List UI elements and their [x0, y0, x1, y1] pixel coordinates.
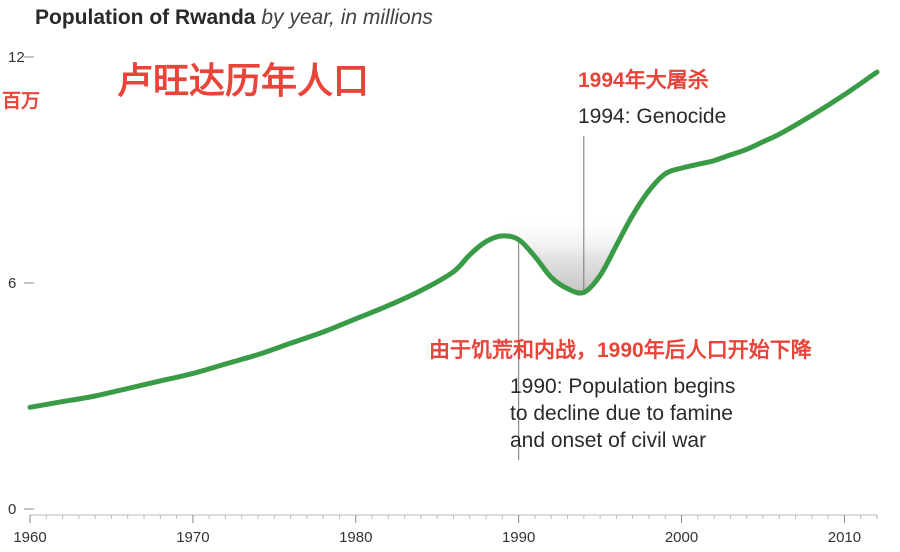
data-point — [810, 113, 814, 117]
decline-annotation: 1990: Population begins to decline due t… — [510, 374, 735, 455]
data-point — [500, 234, 504, 238]
data-point — [663, 172, 667, 176]
decline-annotation-line-1: 1990: Population begins — [510, 375, 736, 398]
data-point — [745, 147, 749, 151]
decline-annotation-line-2: to decline due to famine — [510, 401, 733, 425]
genocide-annotation: 1994: Genocide — [578, 105, 727, 128]
data-point — [712, 159, 716, 163]
unit-label: 百万 — [2, 91, 41, 112]
data-point — [680, 166, 684, 170]
data-point — [777, 132, 781, 136]
x-tick-label: 2000 — [665, 529, 698, 546]
data-point — [126, 387, 130, 391]
y-tick-label: 12 — [8, 49, 25, 66]
data-point — [191, 371, 195, 375]
data-point — [533, 255, 537, 259]
data-point — [696, 162, 700, 166]
x-tick-label: 1970 — [176, 529, 209, 546]
data-point — [614, 243, 618, 247]
annotation-lines — [518, 136, 585, 460]
y-tick-label: 0 — [8, 501, 16, 518]
decline-annotation-line-3: and onset of civil war — [510, 428, 707, 452]
chart-title-sub: by year, in millions — [261, 6, 433, 29]
x-tick-label: 1980 — [339, 529, 372, 546]
data-point — [842, 93, 846, 97]
data-point — [289, 341, 293, 345]
data-point — [386, 304, 390, 308]
data-point — [875, 70, 879, 74]
data-point — [728, 153, 732, 157]
x-tick-label: 1990 — [502, 529, 535, 546]
data-point — [761, 140, 765, 144]
series-group — [27, 69, 880, 410]
population-line — [27, 69, 880, 410]
data-point — [256, 353, 260, 357]
decline-annotation-cn: 由于饥荒和内战，1990年后人口开始下降 — [429, 339, 812, 362]
x-tick-label: 1960 — [13, 529, 46, 546]
axes: 1960 1970 1980 1990 2000 2010 0 6 12 — [8, 49, 878, 546]
data-point — [566, 287, 570, 291]
data-point — [452, 270, 456, 274]
data-point — [517, 238, 521, 242]
x-tick-label: 2010 — [828, 529, 861, 546]
data-point — [598, 274, 602, 278]
data-point — [61, 400, 65, 404]
data-point — [321, 330, 325, 334]
data-point — [647, 189, 651, 193]
chart-title-main: Population of Rwanda — [35, 6, 256, 29]
data-point — [419, 289, 423, 293]
data-point — [484, 240, 488, 244]
data-point — [468, 253, 472, 257]
data-point — [28, 405, 32, 409]
chinese-title: 卢旺达历年人口 — [117, 60, 370, 101]
data-point — [549, 275, 553, 279]
data-point — [631, 213, 635, 217]
data-point — [93, 394, 97, 398]
y-tick-label: 6 — [8, 275, 16, 292]
data-point — [354, 317, 358, 321]
chart-title: Population of Rwanda by year, in million… — [35, 6, 433, 30]
data-point — [158, 379, 162, 383]
data-point — [224, 362, 228, 366]
data-point — [582, 290, 586, 294]
genocide-annotation-cn: 1994年大屠杀 — [578, 69, 709, 92]
